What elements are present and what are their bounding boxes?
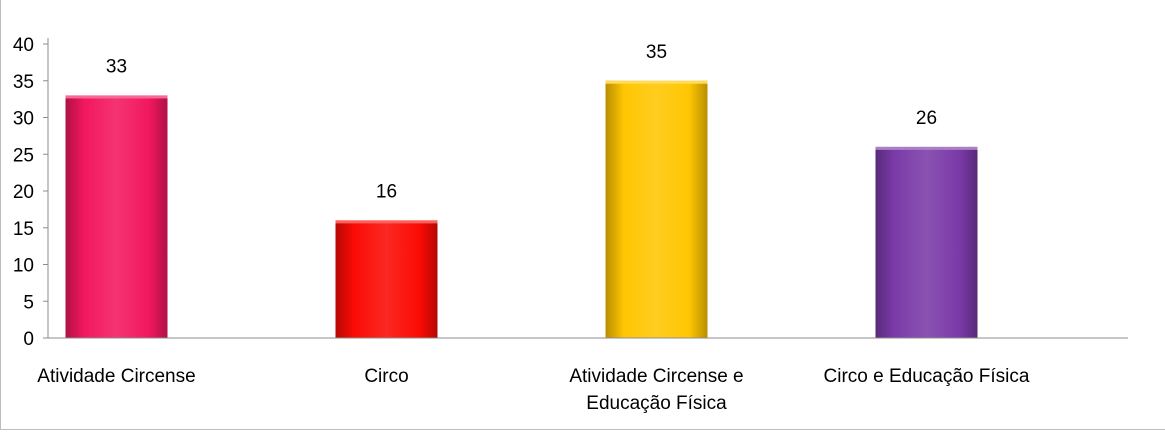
y-tick-label: 40 — [13, 35, 34, 56]
x-axis-labels: Atividade Circense Circo Atividade Circens… — [37, 366, 1030, 414]
bar-value-label: 33 — [106, 56, 127, 77]
bar — [335, 220, 438, 338]
y-axis-ticks: 0 5 10 15 20 25 30 35 40 — [13, 35, 48, 350]
bar-top-highlight — [875, 146, 978, 150]
bar — [605, 80, 708, 338]
value-labels: 33 16 35 26 — [106, 42, 937, 203]
x-category-label: Circo — [364, 366, 408, 387]
bar — [65, 95, 168, 338]
y-tick-label: 20 — [13, 182, 34, 203]
y-tick-label: 25 — [13, 145, 34, 166]
bar-value-label: 16 — [376, 181, 397, 202]
bar-top-highlight — [605, 80, 708, 84]
y-tick-label: 35 — [13, 72, 34, 93]
y-tick-label: 5 — [23, 292, 34, 313]
x-category-label: Atividade Circense — [37, 366, 195, 387]
y-tick-label: 10 — [13, 256, 34, 277]
bar-value-label: 26 — [916, 108, 937, 129]
bar — [875, 146, 978, 338]
bar-top-highlight — [335, 220, 438, 224]
x-category-label: Educação Física — [586, 393, 727, 414]
bars — [65, 80, 978, 338]
x-category-label: Atividade Circense e — [569, 366, 743, 387]
y-tick-label: 15 — [13, 219, 34, 240]
x-category-label: Circo e Educação Física — [824, 366, 1030, 387]
y-tick-label: 0 — [23, 329, 34, 350]
bar-value-label: 35 — [646, 42, 667, 63]
bar-top-highlight — [65, 95, 168, 99]
y-tick-label: 30 — [13, 109, 34, 130]
